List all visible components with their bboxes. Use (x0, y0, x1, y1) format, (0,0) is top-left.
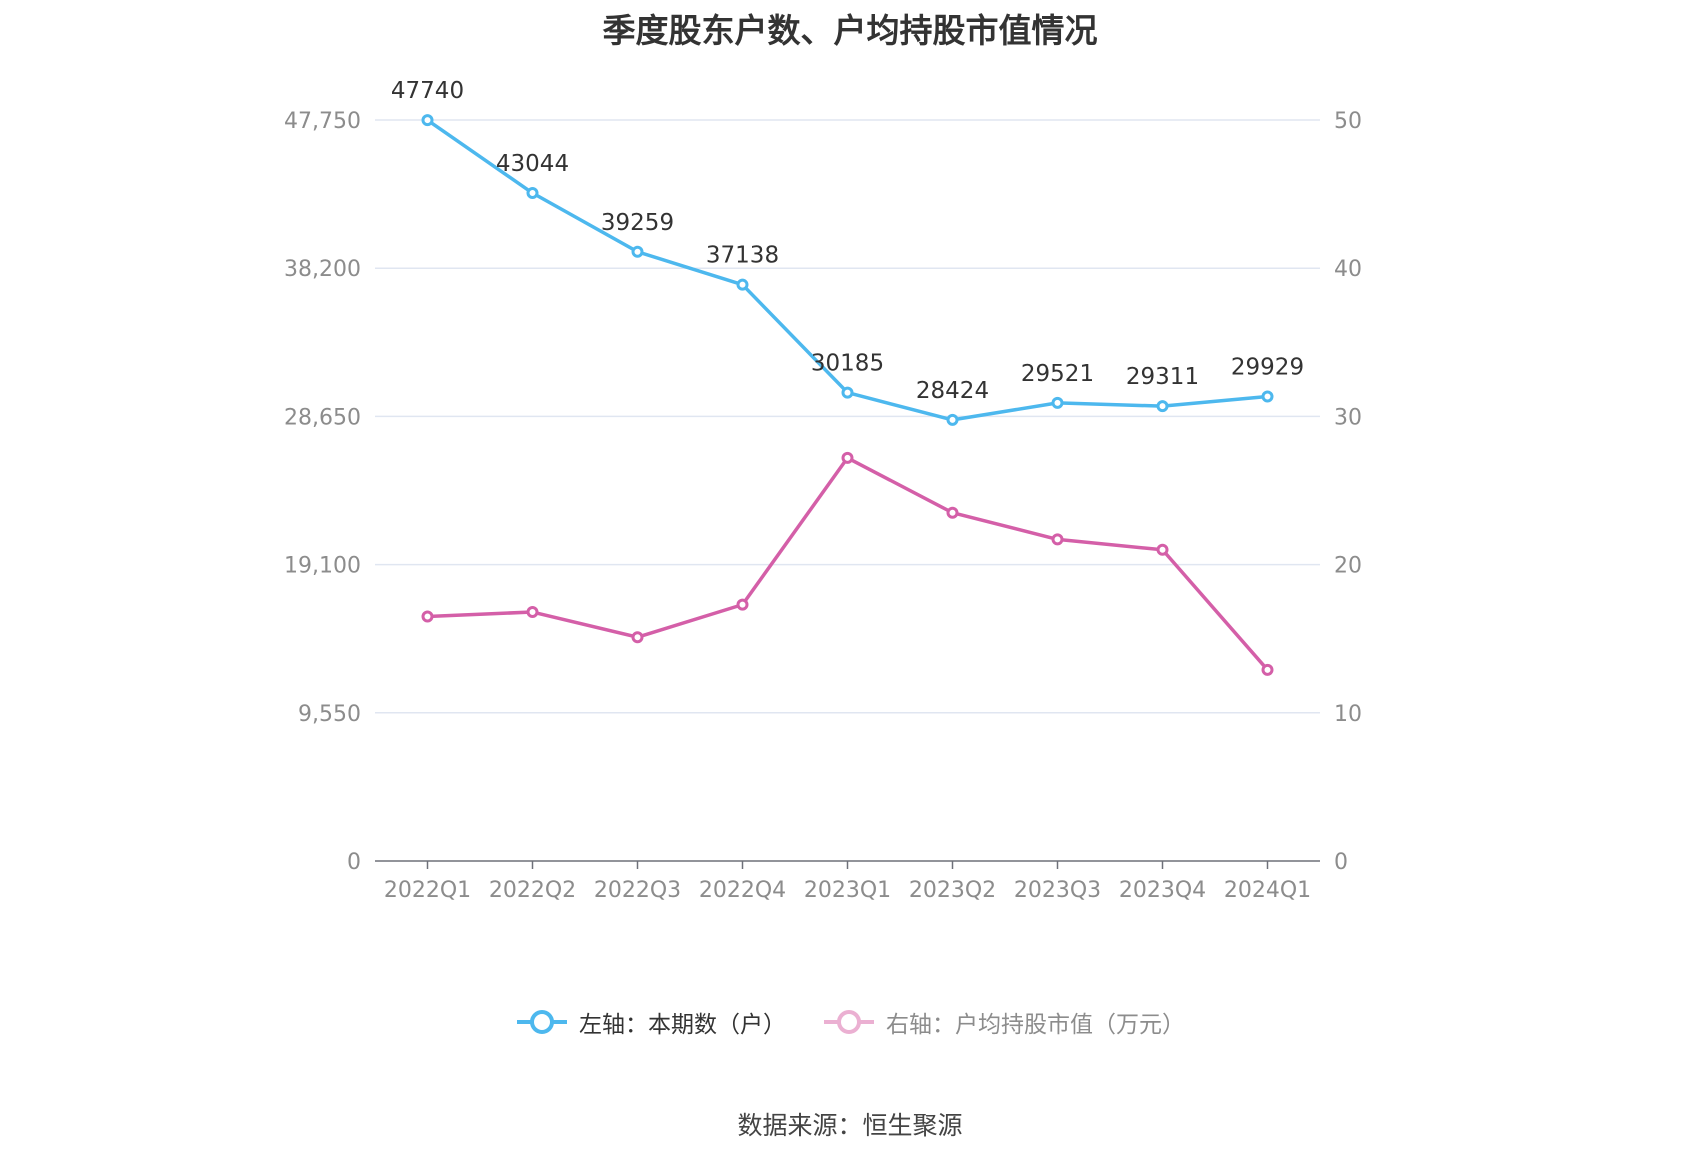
data-source: 数据来源：恒生聚源 (737, 1111, 963, 1140)
data-point (1051, 396, 1064, 409)
data-label: 29929 (1231, 355, 1304, 381)
data-point (1156, 400, 1169, 413)
data-label: 29311 (1126, 364, 1199, 390)
data-point (946, 506, 959, 519)
data-label: 39259 (601, 210, 674, 236)
left-axis-tick-label: 0 (347, 850, 361, 875)
data-point (1156, 543, 1169, 556)
data-point (946, 413, 959, 426)
x-axis-tick-label: 2022Q2 (489, 878, 576, 903)
data-point (841, 451, 854, 464)
series-lines (421, 114, 1274, 676)
x-axis-tick-label: 2023Q4 (1119, 878, 1206, 903)
left-axis-tick-label: 28,650 (284, 405, 361, 430)
x-axis-tick-label: 2023Q3 (1014, 878, 1101, 903)
x-axis-tick-label: 2023Q1 (804, 878, 891, 903)
data-point (631, 631, 644, 644)
left-axis-tick-label: 47,750 (284, 109, 361, 134)
x-axis-tick-label: 2022Q4 (699, 878, 786, 903)
data-point (526, 187, 539, 200)
legend-item-left-series[interactable]: 左轴：本期数（户） (515, 1005, 786, 1039)
data-label: 47740 (391, 78, 464, 104)
right-axis-tick-label: 40 (1334, 257, 1362, 282)
x-axis-tick-label: 2024Q1 (1224, 878, 1311, 903)
legend-label-left-series: 左轴：本期数（户） (579, 1012, 786, 1038)
data-point (631, 245, 644, 258)
data-point (421, 610, 434, 623)
data-label: 43044 (496, 151, 569, 177)
x-axis-tick-label: 2023Q2 (909, 878, 996, 903)
right-axis-tick-label: 50 (1334, 109, 1362, 134)
data-point (526, 606, 539, 619)
legend: 左轴：本期数（户） 右轴：户均持股市值（万元） (0, 1005, 1700, 1039)
legend-line-circle-icon (824, 1010, 874, 1034)
left-axis-tick-label: 9,550 (298, 702, 361, 727)
legend-item-right-series[interactable]: 右轴：户均持股市值（万元） (822, 1005, 1185, 1039)
right-axis-tick-label: 30 (1334, 405, 1362, 430)
right-axis-tick-label: 10 (1334, 702, 1362, 727)
left-axis-tick-label: 38,200 (284, 257, 361, 282)
grid-lines (375, 119, 1320, 714)
data-point (421, 114, 434, 127)
x-axis-tick-label: 2022Q1 (384, 878, 471, 903)
data-label: 30185 (811, 351, 884, 377)
data-point (736, 278, 749, 291)
data-label: 29521 (1021, 361, 1094, 387)
data-point (841, 386, 854, 399)
axes: 0 9,550 19,100 28,650 38,200 47,750 0 10 20 30 40 5… (284, 109, 1362, 903)
data-point (1051, 533, 1064, 546)
x-axis-tick-label: 2022Q3 (594, 878, 681, 903)
chart-title: 季度股东户数、户均持股市值情况 (602, 11, 1098, 50)
legend-label-right-series: 右轴：户均持股市值（万元） (886, 1012, 1185, 1038)
data-point (1261, 390, 1274, 403)
data-point (736, 598, 749, 611)
legend-line-circle-icon (517, 1010, 567, 1034)
right-axis-tick-label: 20 (1334, 554, 1362, 579)
left-axis-tick-label: 19,100 (284, 554, 361, 579)
data-point (1261, 663, 1274, 676)
data-label: 28424 (916, 378, 989, 404)
data-label: 37138 (706, 243, 779, 269)
right-axis-tick-label: 0 (1334, 850, 1348, 875)
data-labels: 47740 43044 39259 37138 30185 28424 29521 29311… (391, 78, 1304, 404)
